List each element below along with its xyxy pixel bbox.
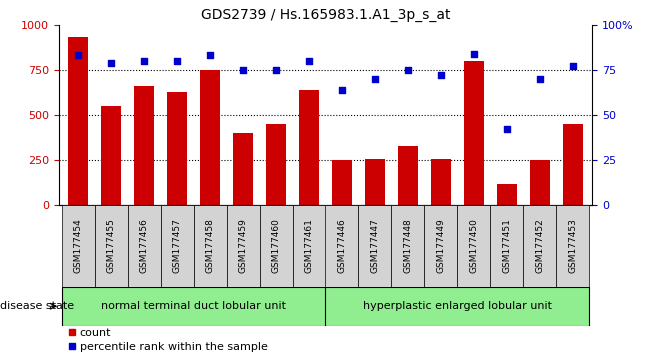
Bar — [523, 205, 556, 287]
Text: GSM177455: GSM177455 — [107, 218, 116, 274]
Point — [568, 63, 578, 69]
Bar — [326, 287, 589, 326]
Text: GSM177457: GSM177457 — [173, 218, 182, 274]
Bar — [391, 205, 424, 287]
Bar — [134, 86, 154, 205]
Text: GSM177459: GSM177459 — [239, 218, 247, 274]
Bar — [62, 287, 326, 326]
Point — [73, 53, 83, 58]
Bar — [167, 92, 187, 205]
Bar — [233, 133, 253, 205]
Point — [304, 58, 314, 64]
Bar — [260, 205, 292, 287]
Point — [337, 87, 347, 93]
Bar — [464, 61, 484, 205]
Text: normal terminal duct lobular unit: normal terminal duct lobular unit — [101, 301, 286, 311]
Text: GSM177456: GSM177456 — [140, 218, 149, 274]
Bar — [227, 205, 260, 287]
Bar — [359, 205, 391, 287]
Bar — [424, 205, 457, 287]
Point — [370, 76, 380, 82]
Bar — [562, 124, 583, 205]
Bar — [457, 205, 490, 287]
Text: GSM177446: GSM177446 — [337, 219, 346, 273]
Text: GSM177450: GSM177450 — [469, 218, 478, 274]
Text: GSM177454: GSM177454 — [74, 219, 83, 273]
Point — [271, 67, 281, 73]
Bar — [299, 90, 319, 205]
Bar — [292, 205, 326, 287]
Point — [469, 51, 479, 57]
Legend: count, percentile rank within the sample: count, percentile rank within the sample — [64, 324, 272, 354]
Bar — [497, 184, 517, 205]
Title: GDS2739 / Hs.165983.1.A1_3p_s_at: GDS2739 / Hs.165983.1.A1_3p_s_at — [201, 8, 450, 22]
Bar — [266, 124, 286, 205]
Text: hyperplastic enlarged lobular unit: hyperplastic enlarged lobular unit — [363, 301, 552, 311]
Bar — [556, 205, 589, 287]
Point — [501, 127, 512, 132]
Bar — [326, 205, 359, 287]
Bar — [68, 38, 89, 205]
Text: GSM177460: GSM177460 — [271, 218, 281, 274]
Bar — [102, 106, 121, 205]
Text: disease state: disease state — [0, 301, 77, 311]
Point — [403, 67, 413, 73]
Bar — [95, 205, 128, 287]
Bar — [201, 70, 220, 205]
Bar — [365, 159, 385, 205]
Point — [139, 58, 150, 64]
Text: GSM177452: GSM177452 — [535, 219, 544, 273]
Point — [172, 58, 182, 64]
Bar — [62, 205, 95, 287]
Text: GSM177451: GSM177451 — [502, 218, 511, 274]
Text: GSM177449: GSM177449 — [436, 219, 445, 273]
Bar — [332, 160, 352, 205]
Bar — [431, 159, 450, 205]
Bar — [530, 160, 549, 205]
Bar — [194, 205, 227, 287]
Text: GSM177448: GSM177448 — [404, 219, 412, 273]
Bar — [161, 205, 194, 287]
Text: GSM177458: GSM177458 — [206, 218, 215, 274]
Point — [205, 53, 215, 58]
Point — [238, 67, 248, 73]
Bar — [398, 146, 418, 205]
Point — [436, 73, 446, 78]
Point — [534, 76, 545, 82]
Point — [106, 60, 117, 65]
Bar — [128, 205, 161, 287]
Text: GSM177461: GSM177461 — [305, 218, 314, 274]
Text: GSM177453: GSM177453 — [568, 218, 577, 274]
Text: GSM177447: GSM177447 — [370, 219, 380, 273]
Bar — [490, 205, 523, 287]
